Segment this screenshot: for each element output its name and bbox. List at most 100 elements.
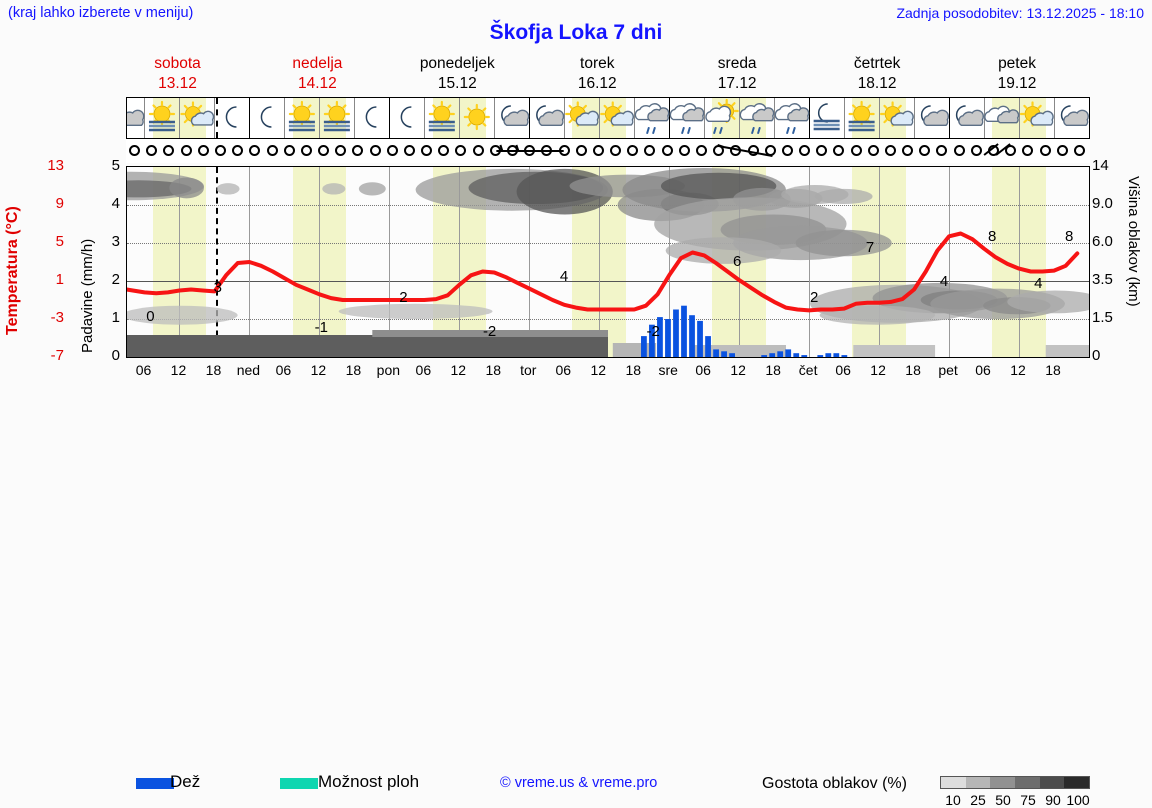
wind-calm-icon — [799, 145, 811, 156]
precipitation-tick: 1 — [111, 309, 120, 326]
wind-calm-icon — [884, 145, 896, 156]
x-tick-label: 12 — [450, 362, 467, 378]
cloud-density-title: Gostota oblakov (%) — [762, 775, 907, 792]
x-tick-label: 12 — [170, 362, 187, 378]
day-separator — [809, 98, 811, 138]
wind-calm-icon — [695, 145, 707, 156]
day-header-ponedeljek: ponedeljek 15.12 — [389, 54, 525, 94]
day-name: ponedeljek — [419, 55, 495, 72]
sun-cloud-icon — [879, 101, 914, 127]
day-header-sobota: sobota 13.12 — [109, 54, 245, 94]
wind-calm-icon — [438, 145, 450, 156]
day-header-row: sobota 13.12 nedelja 14.12 ponedeljek 15.12 to… — [125, 54, 1090, 96]
x-tick-label: 12 — [730, 362, 746, 378]
day-header-četrtek: četrtek 18.12 — [809, 54, 945, 94]
x-axis-ticks: 06 12 18 ned 06 12 18 pon 06 12 18 tor 06 12 18 sre 06 12… — [126, 362, 1090, 380]
day-gridline — [529, 167, 531, 357]
hour-separator — [1054, 98, 1056, 138]
cloud-rain-icon — [669, 103, 705, 134]
x-tick-label: 12 — [310, 362, 327, 378]
moon-icon — [260, 106, 272, 128]
sun-icon — [463, 103, 490, 131]
wind-calm-icon — [352, 145, 364, 156]
wind-calm-icon — [867, 145, 879, 156]
wind-calm-icon — [644, 145, 656, 156]
precipitation-tick: 0 — [111, 347, 120, 364]
sun-fog-icon — [148, 100, 176, 132]
horizontal-gridline — [127, 205, 1089, 206]
cloud-density-step — [1015, 777, 1040, 788]
current-time-marker — [215, 167, 218, 357]
hour-separator — [179, 98, 181, 138]
moon-icon — [400, 106, 412, 128]
wind-calm-icon — [146, 145, 158, 156]
wind-calm-icon — [214, 145, 226, 156]
sun-cloud-icon — [180, 101, 215, 127]
wind-calm-icon — [781, 145, 793, 156]
wind-calm-icon — [472, 145, 484, 156]
wind-calm-icon — [232, 145, 244, 156]
copyright-link[interactable]: © vreme.us & vreme.pro — [500, 775, 658, 791]
weather-icon-strip — [126, 97, 1090, 139]
temperature-value-label: 0 — [146, 307, 155, 325]
cloud-height-tick: 9.0 — [1092, 195, 1113, 212]
hour-separator — [844, 98, 846, 138]
x-tick-label: 06 — [135, 362, 152, 378]
x-tick-label: ned — [236, 362, 261, 378]
wind-calm-icon — [369, 145, 381, 156]
temperature-tick: -3 — [50, 309, 64, 326]
wind-calm-icon — [850, 145, 862, 156]
sun-fog-icon — [323, 100, 350, 132]
cloud-icon — [984, 105, 1020, 124]
wind-calm-icon — [919, 145, 931, 156]
hour-separator — [774, 98, 776, 138]
temperature-value-label: 8 — [987, 227, 997, 245]
x-tick-label: 18 — [485, 362, 502, 378]
day-header-sreda: sreda 17.12 — [669, 54, 805, 94]
moon-cloud-icon — [920, 105, 950, 127]
day-name: četrtek — [853, 55, 901, 72]
weather-plot: 0 3 -1 2 -2 4 -2 6 2 7 4 8 4 8 — [126, 166, 1090, 358]
hour-separator — [634, 98, 636, 138]
last-update-label: Zadnja posodobitev: 13.12.2025 - 18:10 — [896, 5, 1144, 21]
legend-showers-swatch — [280, 778, 318, 789]
moon-icon — [365, 106, 377, 128]
day-date: 17.12 — [717, 75, 757, 92]
cloud-sun-rain-icon — [705, 98, 739, 134]
x-tick-label: sre — [658, 362, 678, 378]
hour-separator — [879, 98, 881, 138]
cloud-density-level-label: 100 — [1066, 792, 1090, 808]
location-menu-note[interactable]: (kraj lahko izberete v meniju) — [8, 5, 194, 21]
wind-calm-icon — [1022, 145, 1034, 156]
horizontal-gridline — [127, 319, 1089, 320]
day-separator — [249, 98, 251, 138]
wind-calm-icon — [592, 145, 604, 156]
moon-icon — [225, 106, 237, 128]
x-tick-label: 18 — [765, 362, 781, 378]
hour-separator — [599, 98, 601, 138]
x-tick-label: čet — [798, 362, 818, 378]
hour-separator — [459, 98, 461, 138]
x-tick-label: 18 — [205, 362, 222, 378]
hour-separator — [494, 98, 496, 138]
sun-fog-icon — [848, 100, 875, 132]
x-tick-label: 06 — [555, 362, 572, 378]
day-gridline — [669, 167, 671, 357]
wind-calm-icon — [610, 145, 622, 156]
temperature-value-label: 4 — [1034, 275, 1043, 293]
cloud-density-step — [1064, 777, 1090, 788]
hour-separator — [284, 98, 286, 138]
wind-calm-icon — [936, 145, 948, 156]
wind-calm-icon — [386, 145, 398, 156]
temperature-axis-title: Temperatura (°C) — [4, 206, 21, 335]
wind-calm-icon — [1073, 145, 1085, 156]
noon-gridline — [879, 167, 881, 357]
day-date: 19.12 — [997, 75, 1037, 92]
wind-calm-icon — [627, 145, 639, 156]
wind-calm-icon — [163, 145, 175, 156]
hour-separator — [914, 98, 916, 138]
wind-calm-icon — [180, 145, 192, 156]
wind-calm-icon — [833, 145, 845, 156]
temperature-value-label: -2 — [646, 322, 660, 340]
wind-barb-icon — [717, 144, 773, 157]
